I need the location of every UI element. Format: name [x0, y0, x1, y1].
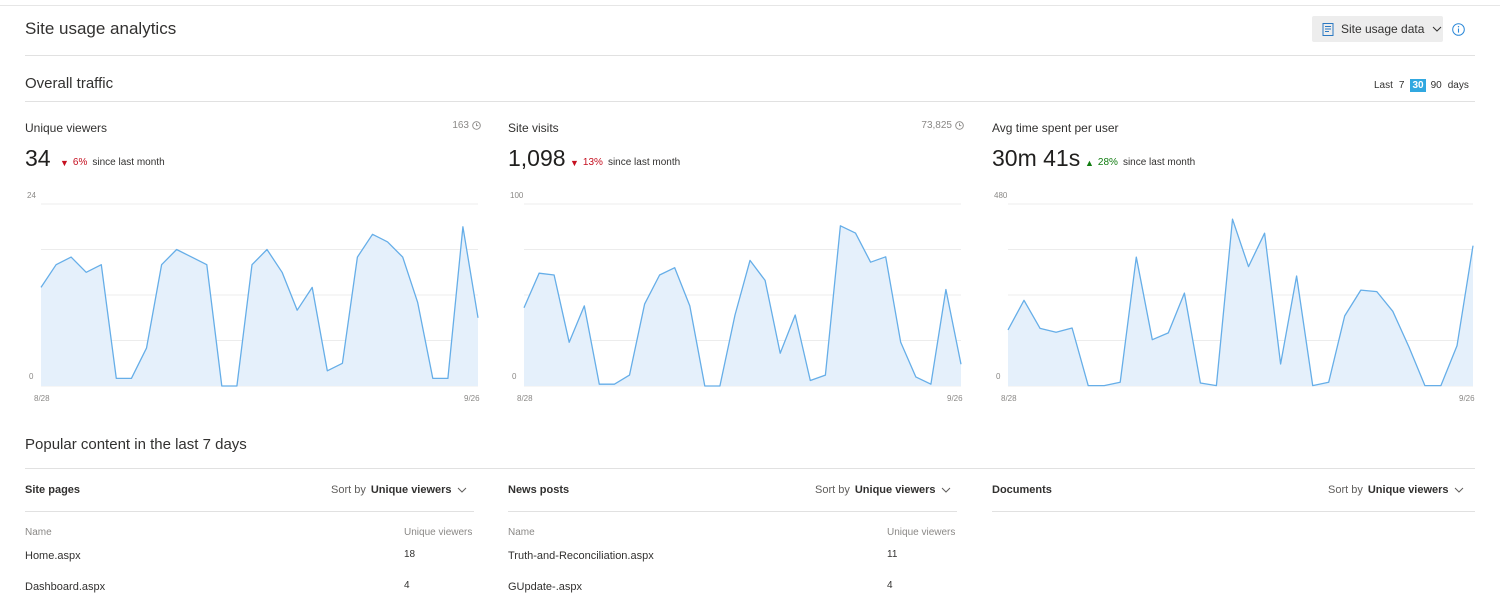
card-title: Unique viewers: [25, 121, 108, 135]
list-item-value: 4: [404, 580, 410, 591]
site-pages-sort-dropdown[interactable]: Sort by Unique viewers: [331, 484, 467, 496]
list-divider: [508, 511, 957, 512]
y-axis-max-label: 480: [994, 191, 1008, 200]
site-visits-card: Site visits 73,825 1,098 ▼ 13% since las…: [508, 119, 964, 409]
delta-percent: 28%: [1097, 157, 1118, 168]
page-title: Site usage analytics: [25, 19, 177, 38]
list-item-name[interactable]: GUpdate-.aspx: [508, 581, 582, 593]
clock-icon: [472, 121, 481, 130]
report-icon: [1322, 22, 1334, 36]
sort-prefix: Sort by: [331, 484, 366, 496]
chevron-down-icon: [941, 487, 950, 493]
clock-icon: [955, 121, 964, 130]
range-prefix: Last: [1374, 80, 1393, 91]
info-icon[interactable]: [1452, 23, 1465, 36]
column-header-name: Name: [508, 527, 535, 538]
up-arrow-icon: ▲: [1085, 157, 1094, 168]
delta-suffix: since last month: [1122, 157, 1196, 168]
date-range-selector: Last 7 30 90 days: [1374, 79, 1475, 92]
delta-suffix: since last month: [92, 157, 165, 168]
documents-sort-dropdown[interactable]: Sort by Unique viewers: [1328, 484, 1464, 496]
card-total-value: 163: [452, 120, 469, 131]
list-item-name[interactable]: Dashboard.aspx: [25, 581, 106, 593]
card-total: 163: [452, 120, 481, 131]
list-item-name[interactable]: Home.aspx: [25, 550, 81, 562]
x-axis-end-label: 9/26: [464, 394, 480, 403]
popular-divider: [25, 468, 1475, 469]
card-total: 73,825: [921, 120, 964, 131]
avg-time-chart: 480 0 8/28 9/26: [994, 191, 1475, 403]
y-axis-min-label: 0: [29, 372, 34, 381]
chart-series-line: [523, 225, 962, 387]
y-axis-min-label: 0: [512, 372, 517, 381]
chevron-down-icon: [457, 487, 466, 493]
sort-value: Unique viewers: [854, 484, 936, 496]
x-axis-start-label: 8/28: [34, 394, 50, 403]
unique-viewers-card: Unique viewers 163 34 ▼ 6% since last mo…: [25, 119, 481, 409]
x-axis-end-label: 9/26: [1459, 394, 1475, 403]
delta-percent: 13%: [582, 157, 603, 168]
range-option-90[interactable]: 90: [1430, 80, 1442, 91]
x-axis-end-label: 9/26: [947, 394, 963, 403]
delta-percent: 6%: [72, 157, 88, 168]
card-delta: ▼ 13% since last month: [570, 157, 680, 168]
x-axis-start-label: 8/28: [1001, 394, 1017, 403]
x-axis-start-label: 8/28: [517, 394, 533, 403]
card-title: Site visits: [508, 121, 559, 135]
card-title: Avg time spent per user: [992, 121, 1119, 135]
card-delta: ▲ 28% since last month: [1085, 157, 1195, 168]
column-header-name: Name: [25, 527, 52, 538]
site-usage-data-button[interactable]: Site usage data: [1312, 16, 1443, 42]
down-arrow-icon: ▼: [60, 157, 69, 168]
y-axis-min-label: 0: [996, 372, 1001, 381]
top-divider: [0, 5, 1500, 6]
list-item-name[interactable]: Truth-and-Reconciliation.aspx: [508, 550, 654, 562]
unique-viewers-chart: 24 0 8/28 9/26: [27, 191, 480, 403]
news-posts-title: News posts: [508, 484, 570, 496]
list-divider: [992, 511, 1475, 512]
list-divider: [25, 511, 474, 512]
list-item-value: 18: [404, 549, 416, 560]
chart-area: [524, 225, 961, 386]
card-value: 1,098: [508, 145, 566, 171]
overall-traffic-title: Overall traffic: [25, 75, 114, 92]
column-header-unique-viewers: Unique viewers: [887, 527, 956, 538]
sort-prefix: Sort by: [815, 484, 850, 496]
column-header-unique-viewers: Unique viewers: [404, 527, 473, 538]
traffic-divider: [25, 101, 1475, 102]
documents-title: Documents: [992, 484, 1052, 496]
chevron-down-icon: [1454, 487, 1463, 493]
card-delta: ▼ 6% since last month: [60, 157, 165, 168]
y-axis-max-label: 24: [27, 191, 36, 200]
card-total-value: 73,825: [921, 120, 952, 131]
range-option-7[interactable]: 7: [1398, 80, 1405, 91]
site-usage-data-label: Site usage data: [1341, 22, 1425, 36]
site-visits-chart: 100 0 8/28 9/26: [510, 191, 963, 403]
chart-area: [1008, 219, 1473, 386]
site-pages-title: Site pages: [25, 484, 81, 496]
header-divider: [25, 55, 1475, 56]
down-arrow-icon: ▼: [570, 157, 579, 168]
card-value: 30m 41s: [992, 145, 1081, 171]
list-item-value: 11: [887, 549, 898, 560]
popular-content-title: Popular content in the last 7 days: [25, 436, 247, 453]
news-posts-sort-dropdown[interactable]: Sort by Unique viewers: [815, 484, 951, 496]
range-option-30[interactable]: 30: [1410, 79, 1426, 92]
y-axis-max-label: 100: [510, 191, 524, 200]
sort-value: Unique viewers: [370, 484, 452, 496]
sort-prefix: Sort by: [1328, 484, 1363, 496]
delta-suffix: since last month: [607, 157, 681, 168]
chart-series-line: [1007, 218, 1474, 387]
range-suffix: days: [1447, 80, 1469, 91]
sort-value: Unique viewers: [1367, 484, 1449, 496]
card-value: 34: [25, 145, 51, 171]
chart-area: [41, 226, 478, 386]
chevron-down-icon: [1433, 26, 1442, 32]
list-item-value: 4: [887, 580, 893, 591]
chart-series-line: [40, 226, 479, 387]
avg-time-card: Avg time spent per user 30m 41s ▲ 28% si…: [992, 119, 1476, 409]
